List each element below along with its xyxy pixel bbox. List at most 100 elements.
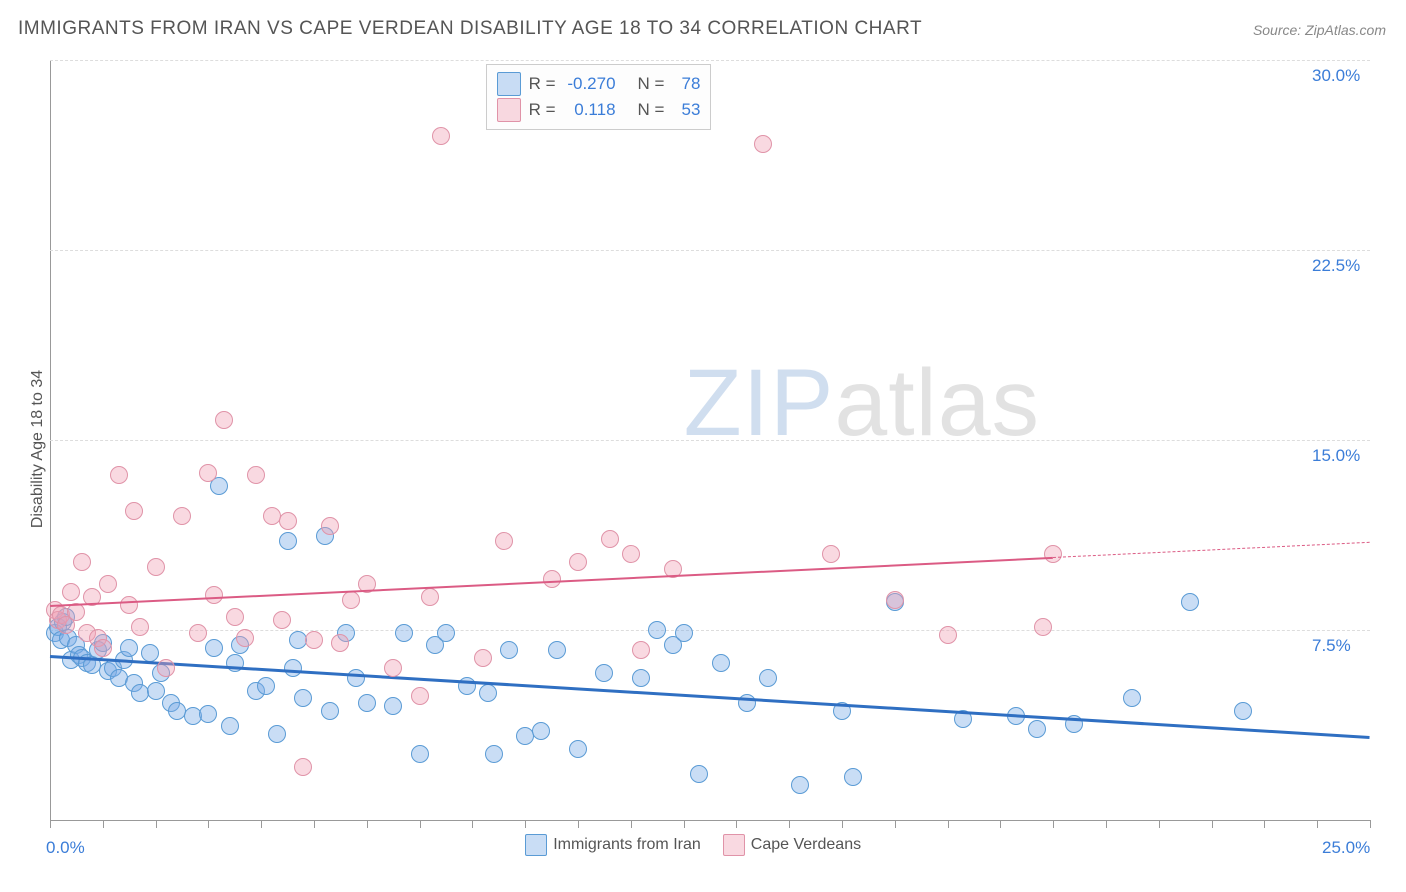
legend-swatch: [525, 834, 547, 856]
scatter-point-iran: [347, 669, 365, 687]
r-label: R =: [529, 100, 556, 120]
scatter-point-iran: [632, 669, 650, 687]
scatter-point-iran: [120, 639, 138, 657]
scatter-point-iran: [1028, 720, 1046, 738]
scatter-point-iran: [595, 664, 613, 682]
scatter-point-iran: [532, 722, 550, 740]
scatter-point-iran: [147, 682, 165, 700]
scatter-point-cape: [199, 464, 217, 482]
scatter-point-cape: [1044, 545, 1062, 563]
scatter-point-iran: [279, 532, 297, 550]
scatter-point-cape: [421, 588, 439, 606]
scatter-point-iran: [690, 765, 708, 783]
scatter-point-cape: [432, 127, 450, 145]
scatter-point-iran: [1181, 593, 1199, 611]
scatter-point-iran: [485, 745, 503, 763]
scatter-point-cape: [273, 611, 291, 629]
x-axis-tick: [1370, 820, 1371, 828]
scatter-point-cape: [247, 466, 265, 484]
scatter-point-cape: [601, 530, 619, 548]
scatter-point-cape: [342, 591, 360, 609]
x-axis-tick: [842, 820, 843, 828]
x-axis-tick: [1159, 820, 1160, 828]
scatter-point-cape: [189, 624, 207, 642]
chart-title: IMMIGRANTS FROM IRAN VS CAPE VERDEAN DIS…: [18, 18, 922, 40]
scatter-point-cape: [131, 618, 149, 636]
y-axis-label: Disability Age 18 to 34: [29, 349, 47, 549]
scatter-point-cape: [939, 626, 957, 644]
gridline: [50, 440, 1370, 441]
scatter-point-iran: [268, 725, 286, 743]
scatter-point-iran: [358, 694, 376, 712]
gridline: [50, 250, 1370, 251]
x-axis-tick: [208, 820, 209, 828]
scatter-point-cape: [543, 570, 561, 588]
series-legend-label: Cape Verdeans: [751, 836, 861, 854]
x-axis-tick: [367, 820, 368, 828]
scatter-point-iran: [284, 659, 302, 677]
x-axis-tick: [103, 820, 104, 828]
correlation-legend-row: R =0.118N =53: [497, 97, 701, 123]
scatter-point-cape: [305, 631, 323, 649]
scatter-point-cape: [215, 411, 233, 429]
x-axis-tick: [1317, 820, 1318, 828]
scatter-point-cape: [147, 558, 165, 576]
scatter-point-cape: [294, 758, 312, 776]
x-axis-tick: [50, 820, 51, 828]
scatter-point-cape: [94, 639, 112, 657]
scatter-point-cape: [120, 596, 138, 614]
gridline: [50, 60, 1370, 61]
x-axis-tick: [1053, 820, 1054, 828]
scatter-point-iran: [500, 641, 518, 659]
source-label: Source: ZipAtlas.com: [1253, 22, 1386, 38]
x-axis-tick: [525, 820, 526, 828]
x-axis-tick: [314, 820, 315, 828]
scatter-point-iran: [712, 654, 730, 672]
scatter-point-cape: [754, 135, 772, 153]
scatter-point-cape: [331, 634, 349, 652]
scatter-point-iran: [569, 740, 587, 758]
x-axis-tick: [1264, 820, 1265, 828]
scatter-point-cape: [205, 586, 223, 604]
scatter-point-iran: [1234, 702, 1252, 720]
series-legend-item: Immigrants from Iran: [525, 834, 701, 856]
x-axis-tick: [895, 820, 896, 828]
x-axis-tick: [420, 820, 421, 828]
scatter-point-iran: [1123, 689, 1141, 707]
x-axis-tick: [1212, 820, 1213, 828]
x-axis-tick: [1106, 820, 1107, 828]
scatter-point-iran: [479, 684, 497, 702]
x-axis-tick: [736, 820, 737, 828]
legend-swatch: [497, 72, 521, 96]
x-axis-tick: [1000, 820, 1001, 828]
scatter-point-iran: [411, 745, 429, 763]
scatter-point-cape: [226, 608, 244, 626]
scatter-point-iran: [548, 641, 566, 659]
scatter-point-iran: [257, 677, 275, 695]
scatter-point-iran: [321, 702, 339, 720]
scatter-point-cape: [569, 553, 587, 571]
scatter-point-cape: [236, 629, 254, 647]
scatter-point-iran: [205, 639, 223, 657]
x-axis-tick-label: 25.0%: [1322, 838, 1370, 858]
n-label: N =: [638, 100, 665, 120]
scatter-point-cape: [384, 659, 402, 677]
y-axis-tick-label: 22.5%: [1312, 256, 1360, 276]
scatter-point-cape: [632, 641, 650, 659]
r-value: 0.118: [564, 100, 616, 120]
x-axis-tick: [684, 820, 685, 828]
scatter-point-cape: [99, 575, 117, 593]
scatter-point-cape: [622, 545, 640, 563]
scatter-point-iran: [384, 697, 402, 715]
scatter-point-cape: [474, 649, 492, 667]
x-axis-tick: [156, 820, 157, 828]
scatter-point-cape: [157, 659, 175, 677]
scatter-point-iran: [648, 621, 666, 639]
scatter-point-cape: [321, 517, 339, 535]
r-value: -0.270: [564, 74, 616, 94]
x-axis-tick: [789, 820, 790, 828]
scatter-point-iran: [791, 776, 809, 794]
scatter-point-iran: [221, 717, 239, 735]
scatter-point-iran: [759, 669, 777, 687]
series-legend: Immigrants from Iran Cape Verdeans: [525, 834, 861, 856]
